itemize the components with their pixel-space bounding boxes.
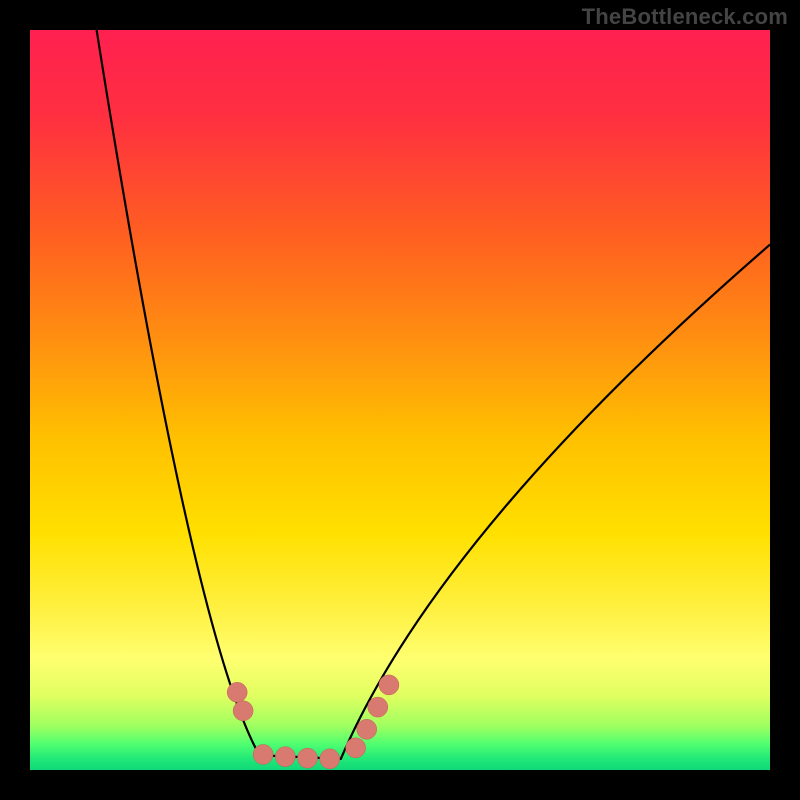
data-marker bbox=[357, 719, 377, 739]
data-marker bbox=[320, 749, 340, 769]
bottleneck-curve-chart bbox=[0, 0, 800, 800]
data-marker bbox=[298, 748, 318, 768]
data-marker bbox=[253, 744, 273, 764]
data-marker bbox=[227, 682, 247, 702]
data-marker bbox=[379, 675, 399, 695]
data-marker bbox=[275, 747, 295, 767]
watermark-text: TheBottleneck.com bbox=[582, 4, 788, 30]
data-marker bbox=[233, 701, 253, 721]
data-marker bbox=[346, 738, 366, 758]
data-marker bbox=[368, 697, 388, 717]
plot-background bbox=[30, 30, 770, 770]
chart-container: TheBottleneck.com bbox=[0, 0, 800, 800]
